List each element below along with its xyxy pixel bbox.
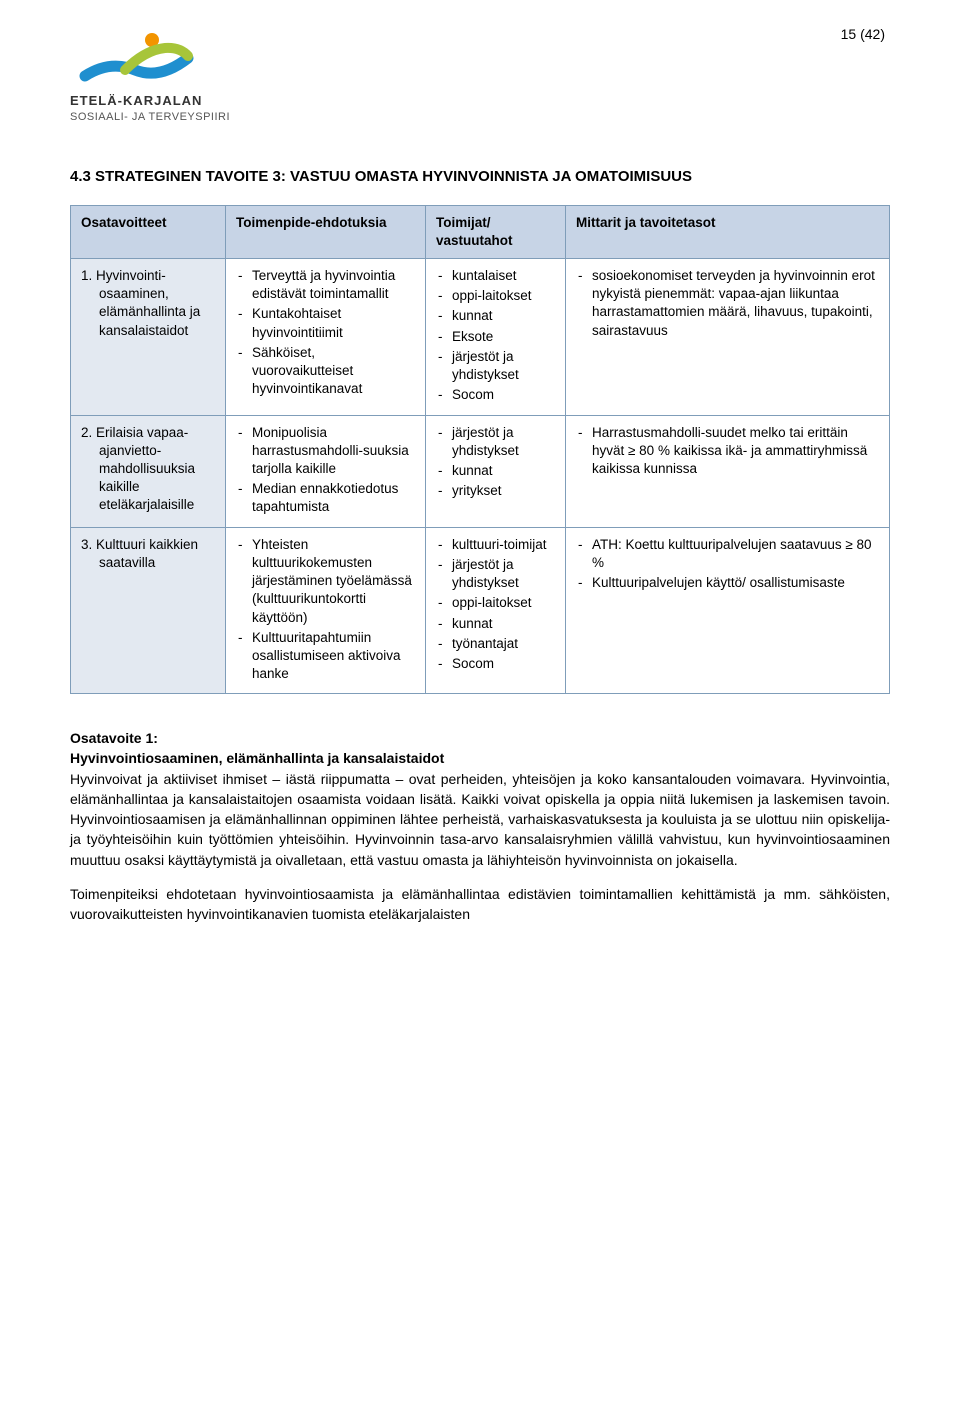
logo-graphic: [70, 30, 200, 90]
page-number: 15 (42): [841, 25, 885, 45]
list-item: Yhteisten kulttuurikokemusten järjestämi…: [236, 536, 415, 627]
row-label: 3. Kulttuuri kaikkien saatavilla: [71, 527, 226, 694]
osatavoite-para-1: Hyvinvoivat ja aktiiviset ihmiset – iäst…: [70, 769, 890, 870]
th-mittarit: Mittarit ja tavoitetasot: [566, 205, 890, 258]
strategy-table: Osatavoitteet Toimenpide-ehdotuksia Toim…: [70, 205, 890, 695]
table-row: 2. Erilaisia vapaa-ajanvietto-mahdollisu…: [71, 415, 890, 527]
logo-text-line2: SOSIAALI- JA TERVEYSPIIRI: [70, 110, 890, 125]
document-page: 15 (42) ETELÄ-KARJALAN SOSIAALI- JA TERV…: [0, 0, 960, 1405]
list-item: järjestöt ja yhdistykset: [436, 556, 555, 592]
list-item: Kuntakohtaiset hyvinvointitiimit: [236, 305, 415, 341]
list-item: ATH: Koettu kulttuuripalvelujen saatavuu…: [576, 536, 879, 572]
list-item: Kulttuuripalvelujen käyttö/ osallistumis…: [576, 574, 879, 592]
actions-cell: Yhteisten kulttuurikokemusten järjestämi…: [226, 527, 426, 694]
list-item: Socom: [436, 386, 555, 404]
th-osatavoitteet: Osatavoitteet: [71, 205, 226, 258]
actions-cell: Terveyttä ja hyvinvointia edistävät toim…: [226, 259, 426, 416]
logo-text-line1: ETELÄ-KARJALAN: [70, 92, 890, 110]
osatavoite-heading-2: Hyvinvointiosaaminen, elämänhallinta ja …: [70, 749, 890, 769]
list-item: Harrastusmahdolli-suudet melko tai eritt…: [576, 424, 879, 479]
th-toimenpide: Toimenpide-ehdotuksia: [226, 205, 426, 258]
list-item: työnantajat: [436, 635, 555, 653]
list-item: järjestöt ja yhdistykset: [436, 348, 555, 384]
osatavoite-heading-1: Osatavoite 1:: [70, 729, 890, 749]
metrics-cell: sosioekonomiset terveyden ja hyvinvoinni…: [566, 259, 890, 416]
list-item: kuntalaiset: [436, 267, 555, 285]
list-item: sosioekonomiset terveyden ja hyvinvoinni…: [576, 267, 879, 340]
list-item: yritykset: [436, 482, 555, 500]
organization-logo: ETELÄ-KARJALAN SOSIAALI- JA TERVEYSPIIRI: [70, 30, 890, 126]
actors-cell: kuntalaiset oppi-laitokset kunnat Eksote jär…: [426, 259, 566, 416]
list-item: Eksote: [436, 328, 555, 346]
list-item: järjestöt ja yhdistykset: [436, 424, 555, 460]
list-item: oppi-laitokset: [436, 594, 555, 612]
row-label: 1. Hyvinvointi-osaaminen, elämänhallinta…: [71, 259, 226, 416]
list-item: kunnat: [436, 615, 555, 633]
list-item: Terveyttä ja hyvinvointia edistävät toim…: [236, 267, 415, 303]
list-item: kunnat: [436, 307, 555, 325]
actors-cell: kulttuuri-toimijat järjestöt ja yhdistyks…: [426, 527, 566, 694]
list-item: Socom: [436, 655, 555, 673]
metrics-cell: Harrastusmahdolli-suudet melko tai eritt…: [566, 415, 890, 527]
actors-cell: järjestöt ja yhdistykset kunnat yritykset: [426, 415, 566, 527]
section-title: 4.3 STRATEGINEN TAVOITE 3: VASTUU OMASTA…: [70, 166, 890, 187]
table-row: 1. Hyvinvointi-osaaminen, elämänhallinta…: [71, 259, 890, 416]
list-item: Monipuolisia harrastusmahdolli-suuksia t…: [236, 424, 415, 479]
list-item: oppi-laitokset: [436, 287, 555, 305]
row-label: 2. Erilaisia vapaa-ajanvietto-mahdollisu…: [71, 415, 226, 527]
list-item: Median ennakkotiedotus tapahtumista: [236, 480, 415, 516]
list-item: kunnat: [436, 462, 555, 480]
strategy-tbody: 1. Hyvinvointi-osaaminen, elämänhallinta…: [71, 259, 890, 694]
list-item: Kulttuuritapahtumiin osallistumiseen akt…: [236, 629, 415, 684]
list-item: kulttuuri-toimijat: [436, 536, 555, 554]
table-row: 3. Kulttuuri kaikkien saatavillaYhteiste…: [71, 527, 890, 694]
actions-cell: Monipuolisia harrastusmahdolli-suuksia t…: [226, 415, 426, 527]
metrics-cell: ATH: Koettu kulttuuripalvelujen saatavuu…: [566, 527, 890, 694]
osatavoite-para-2: Toimenpiteiksi ehdotetaan hyvinvointiosa…: [70, 884, 890, 925]
th-toimijat: Toimijat/ vastuutahot: [426, 205, 566, 258]
list-item: Sähköiset, vuorovaikutteiset hyvinvointi…: [236, 344, 415, 399]
